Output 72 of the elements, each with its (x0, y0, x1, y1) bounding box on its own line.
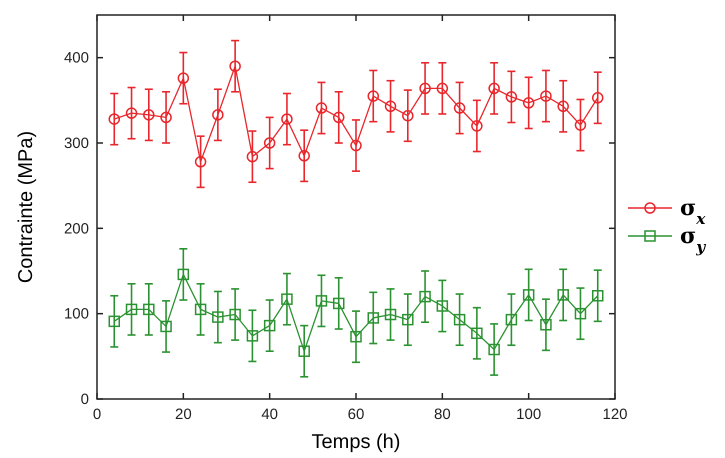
x-tick-label: 40 (261, 406, 278, 423)
point (298, 150, 310, 162)
point (488, 344, 500, 356)
point (143, 304, 155, 316)
y-tick-label: 300 (64, 135, 89, 152)
y-tick-label: 100 (64, 306, 89, 323)
point (368, 312, 380, 324)
point (574, 308, 586, 320)
point (264, 320, 276, 332)
point (212, 109, 224, 121)
point (368, 90, 380, 102)
point (126, 107, 138, 119)
point (454, 102, 466, 114)
point (454, 314, 466, 326)
point (281, 113, 293, 125)
point (384, 100, 396, 112)
x-tick-label: 100 (516, 406, 542, 423)
point (419, 290, 431, 302)
point (402, 110, 414, 122)
x-tick-label: 0 (92, 406, 102, 423)
point (557, 289, 569, 301)
point (522, 97, 534, 109)
point (160, 112, 172, 124)
point (402, 314, 414, 326)
point (506, 91, 518, 103)
point (298, 345, 310, 357)
point (471, 120, 483, 132)
point (574, 119, 586, 131)
point (229, 308, 241, 320)
point (126, 304, 138, 316)
point (350, 140, 362, 152)
point (264, 137, 276, 149)
point (108, 113, 120, 125)
point (506, 314, 518, 326)
y-tick-label: 400 (64, 50, 89, 67)
point (108, 316, 120, 328)
point (540, 319, 552, 331)
point (316, 295, 328, 307)
point (557, 100, 569, 112)
point (178, 268, 190, 280)
y-tick-label: 0 (80, 391, 89, 408)
y-tick-label: 200 (64, 220, 89, 238)
point (488, 82, 500, 94)
x-tick-label: 20 (174, 406, 192, 423)
point (246, 330, 258, 342)
point (540, 90, 552, 102)
x-tick-label: 80 (434, 406, 451, 423)
point (436, 300, 448, 312)
point (592, 290, 604, 302)
point (592, 92, 604, 104)
point (436, 82, 448, 94)
point (350, 330, 362, 342)
x-tick-label: 120 (602, 406, 628, 423)
point (522, 289, 534, 301)
point (471, 328, 483, 340)
point (194, 156, 206, 168)
point (332, 298, 344, 310)
point (316, 102, 328, 114)
x-axis-title: Temps (h) (312, 431, 400, 453)
point (384, 308, 396, 320)
y-axis-title: Contrainte (MPa) (15, 130, 37, 284)
point (178, 72, 190, 84)
point (143, 109, 155, 121)
point (246, 150, 258, 162)
point (419, 82, 431, 94)
point (212, 311, 224, 323)
point (194, 304, 206, 316)
point (281, 293, 293, 305)
point (332, 112, 344, 124)
point (229, 60, 241, 72)
point (160, 320, 172, 332)
x-tick-label: 60 (348, 406, 364, 423)
